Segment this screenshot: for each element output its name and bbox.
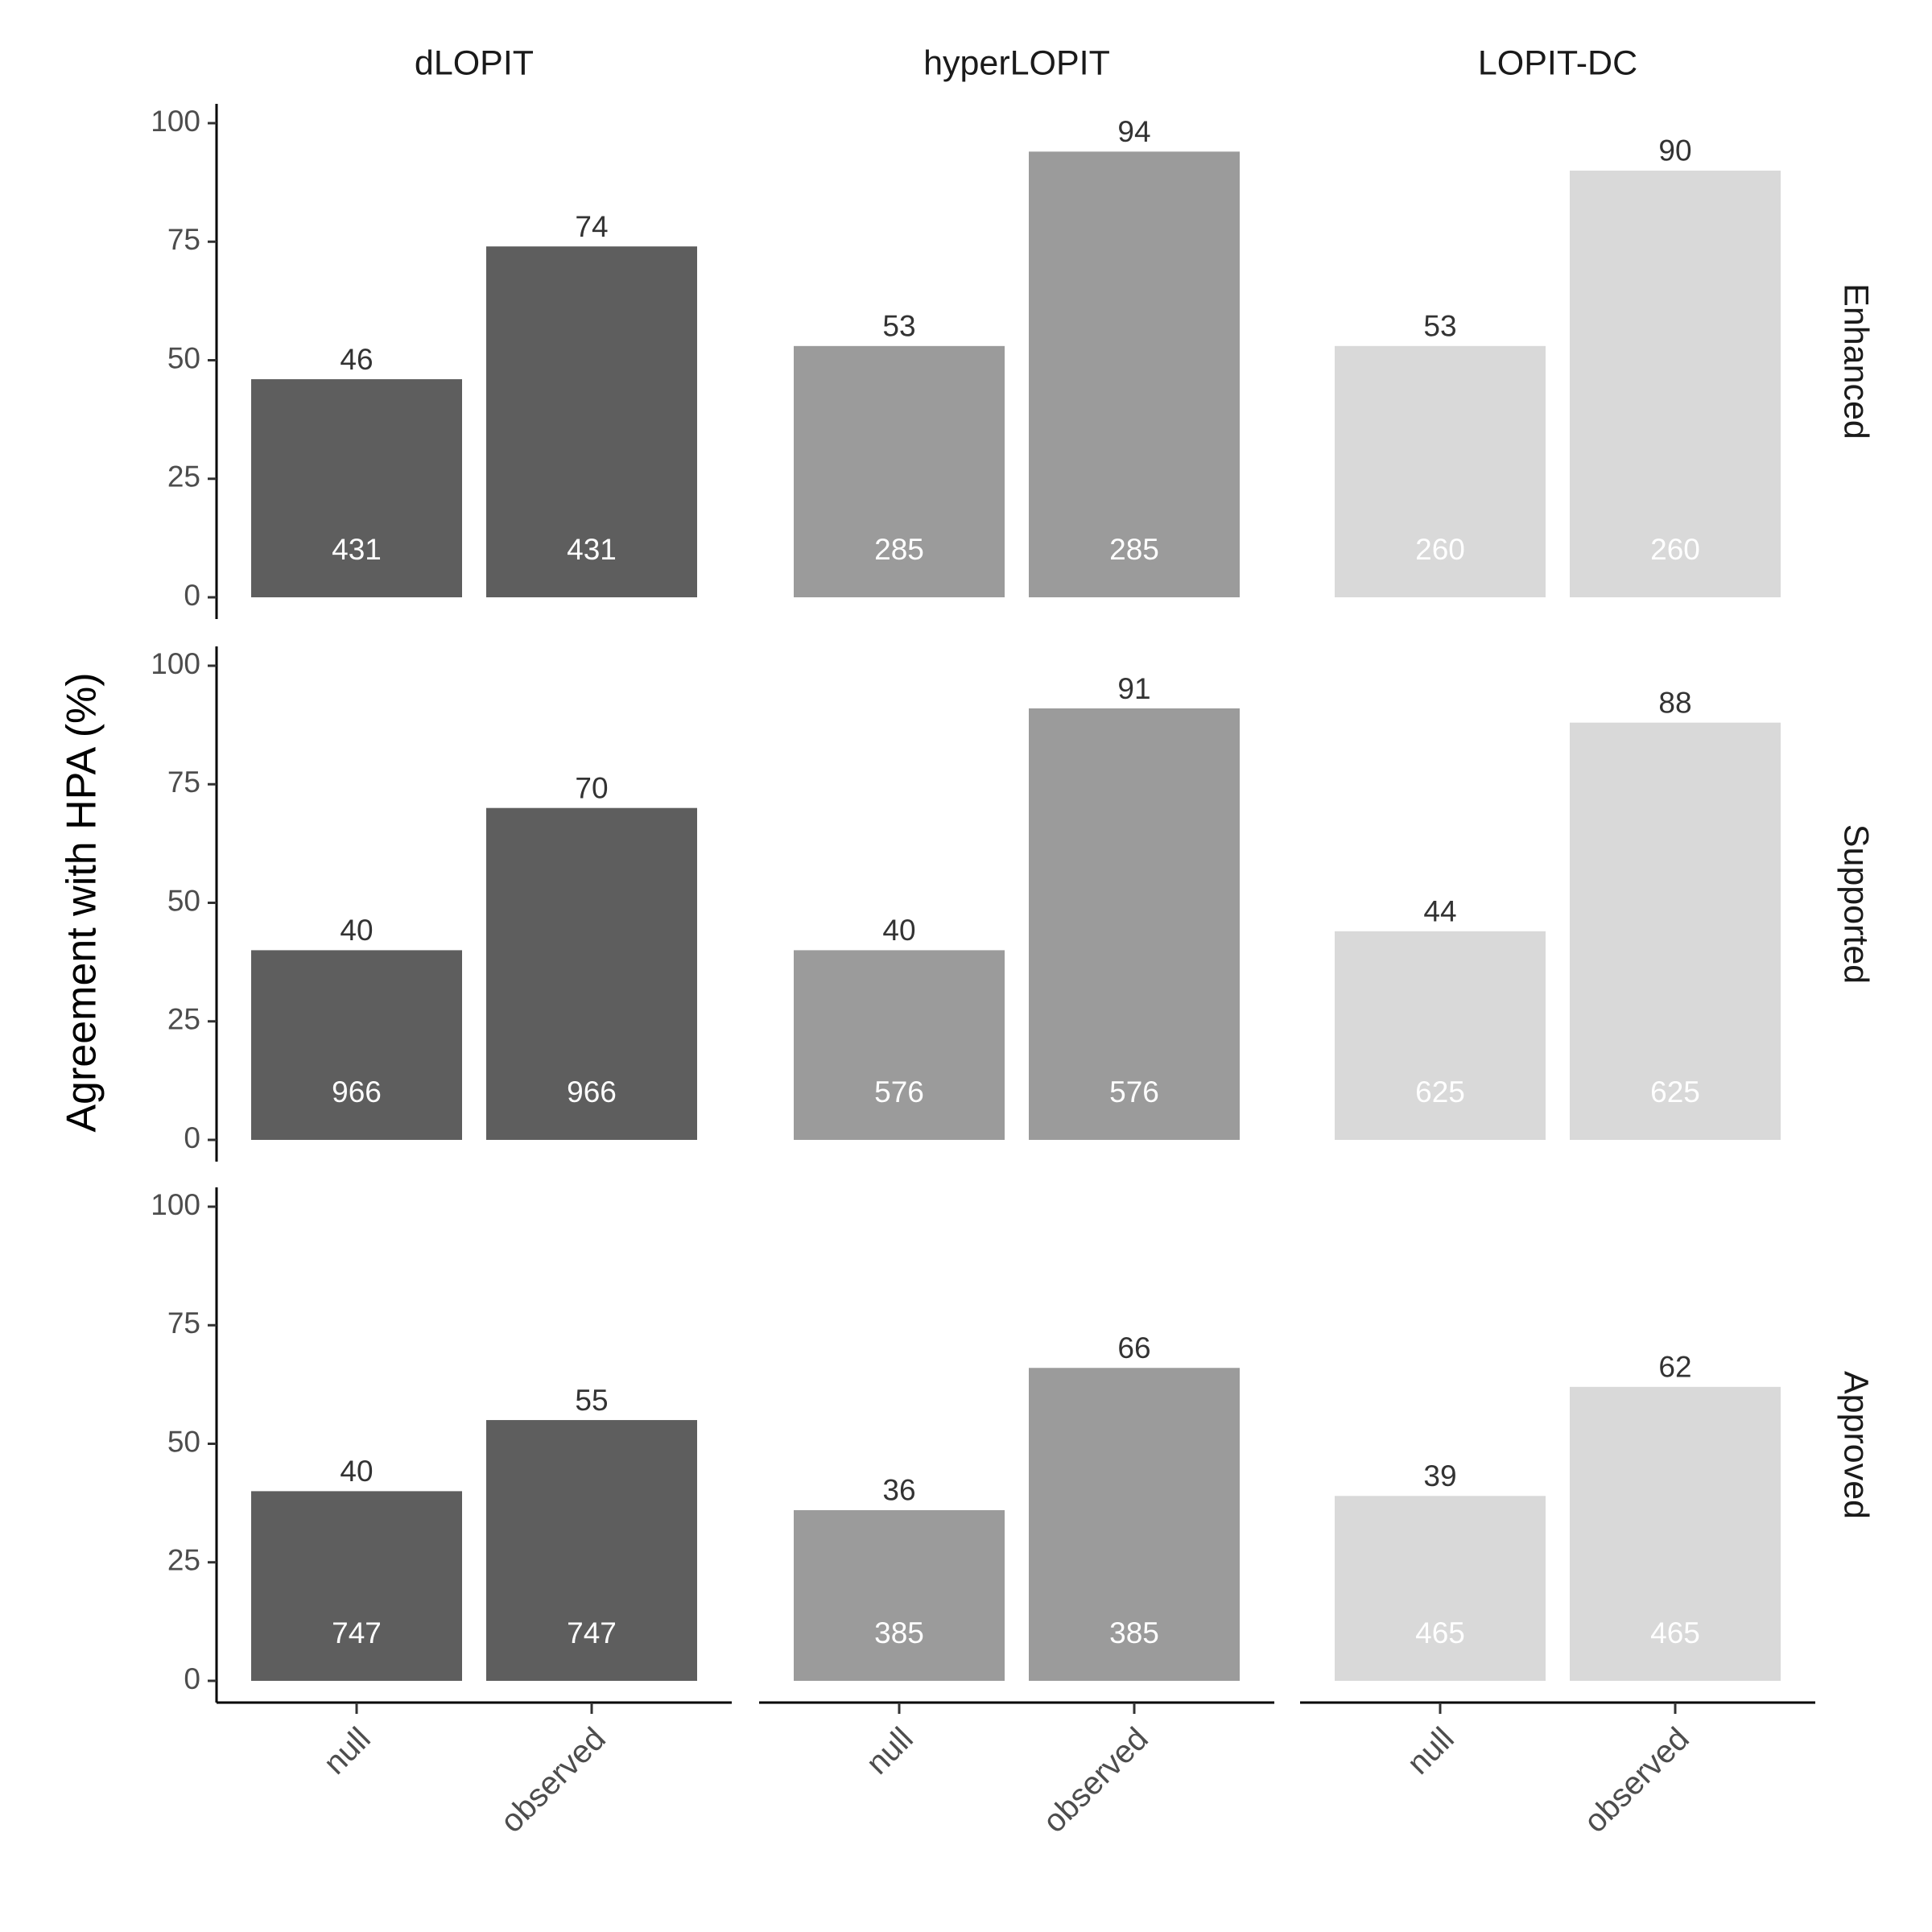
count-label: 385	[1109, 1616, 1159, 1649]
bar	[794, 1509, 1005, 1681]
row-title: Supported	[1837, 824, 1876, 984]
bar	[486, 1420, 697, 1681]
value-label: 94	[1117, 115, 1150, 148]
value-label: 40	[340, 1455, 373, 1488]
value-label: 53	[882, 310, 915, 343]
count-label: 747	[332, 1616, 382, 1649]
value-label: 66	[1117, 1331, 1150, 1364]
value-label: 55	[575, 1384, 608, 1417]
bar	[251, 950, 462, 1140]
bar	[486, 246, 697, 597]
y-tick-label: 0	[184, 1662, 200, 1695]
count-label: 576	[874, 1075, 924, 1108]
y-tick-label: 25	[167, 460, 200, 493]
count-label: 465	[1415, 1616, 1465, 1649]
value-label: 44	[1423, 895, 1456, 928]
value-label: 90	[1658, 134, 1691, 167]
value-label: 36	[882, 1474, 915, 1507]
y-tick-label: 75	[167, 1307, 200, 1340]
y-tick-label: 0	[184, 579, 200, 612]
value-label: 46	[340, 343, 373, 376]
value-label: 91	[1117, 672, 1150, 705]
bar	[794, 345, 1005, 597]
value-label: 53	[1423, 310, 1456, 343]
count-label: 465	[1650, 1616, 1700, 1649]
y-tick-label: 100	[151, 1188, 200, 1221]
count-label: 966	[332, 1075, 382, 1108]
count-label: 576	[1109, 1075, 1159, 1108]
bar	[1570, 722, 1781, 1140]
bar	[1335, 1496, 1546, 1681]
y-tick-label: 75	[167, 223, 200, 256]
value-label: 39	[1423, 1459, 1456, 1492]
bar	[1029, 1368, 1240, 1681]
row-title: Enhanced	[1837, 283, 1876, 440]
bar	[1029, 151, 1240, 598]
bar	[794, 950, 1005, 1140]
bar	[1029, 708, 1240, 1140]
y-tick-label: 100	[151, 105, 200, 138]
y-tick-label: 50	[167, 884, 200, 917]
bar	[1335, 931, 1546, 1140]
y-tick-label: 50	[167, 1425, 200, 1458]
y-axis-label: Agreement with HPA (%)	[59, 672, 105, 1132]
count-label: 625	[1415, 1075, 1465, 1108]
value-label: 88	[1658, 686, 1691, 719]
bar	[486, 807, 697, 1140]
value-label: 40	[340, 914, 373, 947]
count-label: 260	[1415, 533, 1465, 566]
bar	[251, 379, 462, 597]
y-tick-label: 50	[167, 341, 200, 374]
column-title: hyperLOPIT	[923, 43, 1110, 82]
value-label: 40	[882, 914, 915, 947]
count-label: 260	[1650, 533, 1700, 566]
bar	[1570, 170, 1781, 597]
value-label: 62	[1658, 1351, 1691, 1384]
count-label: 625	[1650, 1075, 1700, 1108]
count-label: 285	[1109, 533, 1159, 566]
y-tick-label: 25	[167, 1544, 200, 1577]
y-tick-label: 75	[167, 766, 200, 799]
column-title: LOPIT-DC	[1478, 43, 1637, 82]
value-label: 70	[575, 771, 608, 804]
count-label: 966	[567, 1075, 617, 1108]
y-tick-label: 0	[184, 1121, 200, 1154]
count-label: 285	[874, 533, 924, 566]
count-label: 747	[567, 1616, 617, 1649]
count-label: 431	[567, 533, 617, 566]
column-title: dLOPIT	[415, 43, 534, 82]
row-title: Approved	[1837, 1371, 1876, 1519]
count-label: 385	[874, 1616, 924, 1649]
y-tick-label: 25	[167, 1003, 200, 1036]
bar	[1570, 1386, 1781, 1681]
bar	[251, 1491, 462, 1681]
y-tick-label: 100	[151, 647, 200, 680]
value-label: 74	[575, 210, 608, 243]
bar	[1335, 345, 1546, 597]
count-label: 431	[332, 533, 382, 566]
